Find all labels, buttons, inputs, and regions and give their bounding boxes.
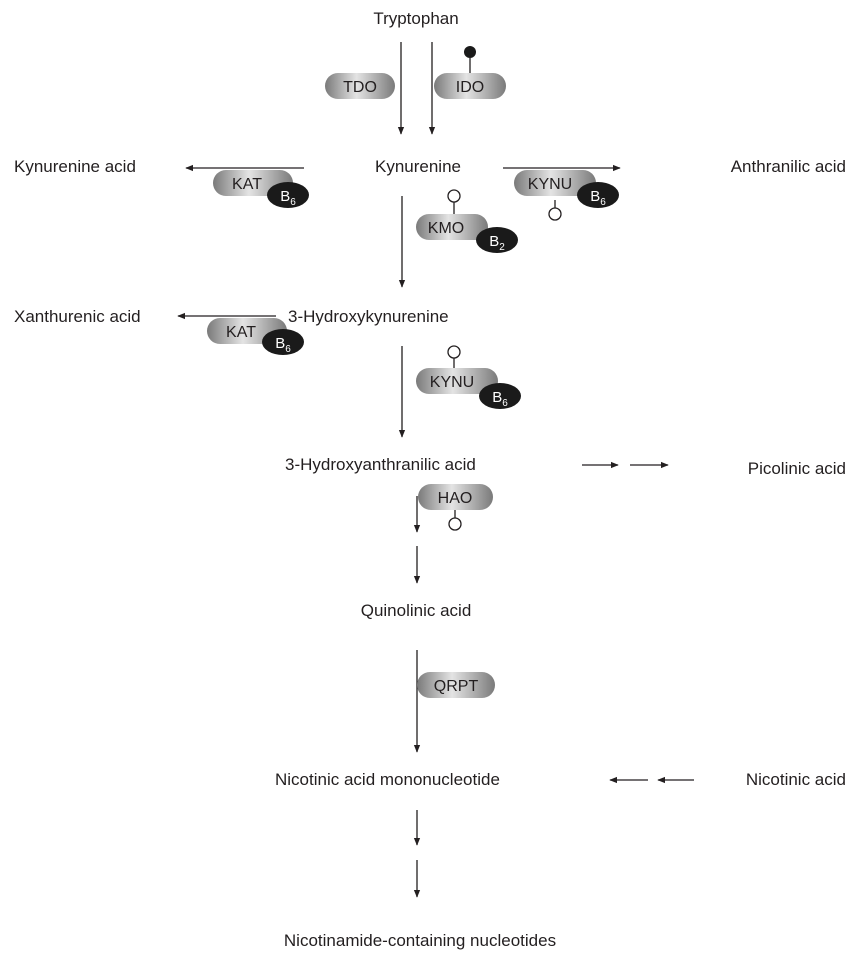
cofactor-subscript: 6 bbox=[600, 197, 606, 208]
metabolite-xanthurenic-acid: Xanthurenic acid bbox=[14, 307, 141, 326]
cofactor-b6-kynu-upper: B6 bbox=[577, 182, 619, 208]
metabolite-quinolinic-acid: Quinolinic acid bbox=[361, 601, 472, 620]
metabolite-anthranilic-acid: Anthranilic acid bbox=[731, 157, 846, 176]
metabolite-3-hydroxyanthranilic-acid: 3-Hydroxyanthranilic acid bbox=[285, 455, 476, 474]
enzyme-tdo: TDO bbox=[325, 73, 395, 99]
cofactor-subscript: 2 bbox=[499, 242, 505, 253]
cofactor-subscript: 6 bbox=[285, 344, 291, 355]
metabolite-nicotinamide-nucleotides: Nicotinamide-containing nucleotides bbox=[284, 931, 556, 950]
cofactor-subscript: 6 bbox=[290, 197, 296, 208]
svg-text:B6: B6 bbox=[590, 188, 606, 208]
cofactor-letter: B bbox=[492, 389, 502, 406]
enzyme-kmo: KMO bbox=[416, 214, 488, 240]
metabolite-kynurenine-acid: Kynurenine acid bbox=[14, 157, 136, 176]
cofactor-b2-kmo: B2 bbox=[476, 227, 518, 253]
svg-text:B6: B6 bbox=[280, 188, 296, 208]
metabolite-nicotinic-acid-mononucleotide: Nicotinic acid mononucleotide bbox=[275, 770, 500, 789]
hao-regulator-open-dot bbox=[448, 517, 462, 531]
enzyme-hao: HAO bbox=[418, 484, 493, 510]
enzyme-qrpt: QRPT bbox=[417, 672, 495, 698]
metabolite-3-hydroxykynurenine: 3-Hydroxykynurenine bbox=[288, 307, 449, 326]
enzyme-ido: IDO bbox=[434, 73, 506, 99]
enzyme-kynu-upper-label: KYNU bbox=[528, 176, 572, 193]
metabolite-kynurenine: Kynurenine bbox=[375, 157, 461, 176]
cofactor-letter: B bbox=[489, 233, 499, 250]
metabolite-tryptophan: Tryptophan bbox=[373, 9, 458, 28]
kynu-lower-regulator-open-dot bbox=[447, 345, 461, 359]
enzyme-tdo-label: TDO bbox=[343, 79, 377, 96]
cofactor-b6-kat-upper: B6 bbox=[267, 182, 309, 208]
svg-text:B6: B6 bbox=[492, 389, 508, 409]
svg-text:B2: B2 bbox=[489, 233, 505, 253]
kynu-upper-regulator-open-dot bbox=[548, 207, 562, 221]
enzyme-hao-label: HAO bbox=[438, 490, 473, 507]
cofactor-b6-kynu-lower: B6 bbox=[479, 383, 521, 409]
enzyme-kynu-lower: KYNU bbox=[416, 368, 498, 394]
enzyme-kmo-label: KMO bbox=[428, 220, 464, 237]
kmo-regulator-open-dot bbox=[447, 189, 461, 203]
enzyme-kat-upper-label: KAT bbox=[232, 176, 262, 193]
ido-regulator-filled-dot bbox=[464, 46, 476, 58]
cofactor-letter: B bbox=[590, 188, 600, 205]
metabolite-nicotinic-acid: Nicotinic acid bbox=[746, 770, 846, 789]
cofactor-letter: B bbox=[280, 188, 290, 205]
svg-text:B6: B6 bbox=[275, 335, 291, 355]
cofactor-b6-kat-lower: B6 bbox=[262, 329, 304, 355]
enzyme-kynu-lower-label: KYNU bbox=[430, 374, 474, 391]
cofactor-subscript: 6 bbox=[502, 398, 508, 409]
enzyme-ido-label: IDO bbox=[456, 79, 484, 96]
cofactor-letter: B bbox=[275, 335, 285, 352]
enzyme-qrpt-label: QRPT bbox=[434, 678, 479, 695]
enzyme-kynu-upper: KYNU bbox=[514, 170, 596, 196]
enzyme-kat-lower-label: KAT bbox=[226, 324, 256, 341]
metabolite-picolinic-acid: Picolinic acid bbox=[748, 459, 846, 478]
